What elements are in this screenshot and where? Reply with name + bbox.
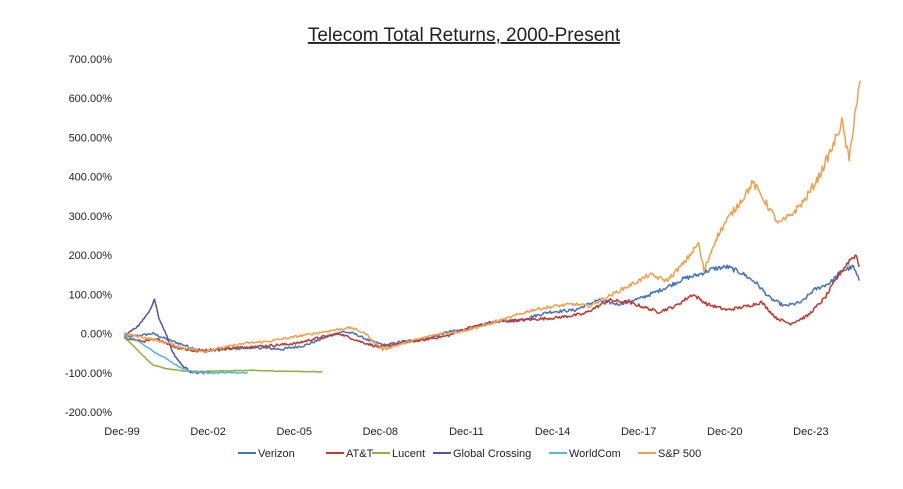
legend-label: AT&T	[346, 448, 374, 460]
legend-label: WorldCom	[569, 448, 621, 460]
legend-label: Lucent	[392, 448, 425, 460]
x-tick-label: Dec-14	[535, 426, 570, 438]
x-axis: Dec-99 Dec-02 Dec-05 Dec-08 Dec-11 Dec-14 Dec-…	[104, 426, 828, 438]
y-axis: 700.00% 600.00% 500.00% 400.00% 300.00% 200.0…	[65, 54, 112, 419]
y-tick-label: -100.00%	[65, 368, 112, 380]
y-tick-label: 100.00%	[69, 289, 113, 301]
y-tick-label: 400.00%	[69, 172, 113, 184]
y-tick-label: 500.00%	[69, 132, 113, 144]
x-tick-label: Dec-99	[104, 426, 139, 438]
y-tick-label: 200.00%	[69, 250, 113, 262]
x-tick-label: Dec-17	[621, 426, 656, 438]
y-tick-label: -200.00%	[65, 407, 112, 419]
y-tick-label: 700.00%	[69, 54, 113, 66]
series-line-s-p-500	[123, 80, 862, 354]
y-tick-label: 0.00%	[81, 329, 112, 341]
series-line-worldcom	[123, 334, 248, 375]
legend-label: Verizon	[258, 448, 295, 460]
series-line-verizon	[123, 264, 860, 354]
x-tick-label: Dec-23	[793, 426, 828, 438]
legend: Verizon AT&T Lucent Global Crossing WorldCom…	[238, 448, 701, 460]
x-tick-label: Dec-05	[276, 426, 311, 438]
chart-title: Telecom Total Returns, 2000-Present	[308, 25, 621, 46]
legend-label: Global Crossing	[453, 448, 531, 460]
series-layer	[123, 80, 862, 375]
legend-label: S&P 500	[658, 448, 701, 460]
x-tick-label: Dec-02	[190, 426, 225, 438]
y-tick-label: 300.00%	[69, 211, 113, 223]
y-tick-label: 600.00%	[69, 93, 113, 105]
x-tick-label: Dec-08	[363, 426, 398, 438]
series-line-at-t	[123, 254, 860, 353]
x-tick-label: Dec-11	[449, 426, 484, 438]
series-line-lucent	[123, 337, 323, 373]
x-tick-label: Dec-20	[707, 426, 742, 438]
